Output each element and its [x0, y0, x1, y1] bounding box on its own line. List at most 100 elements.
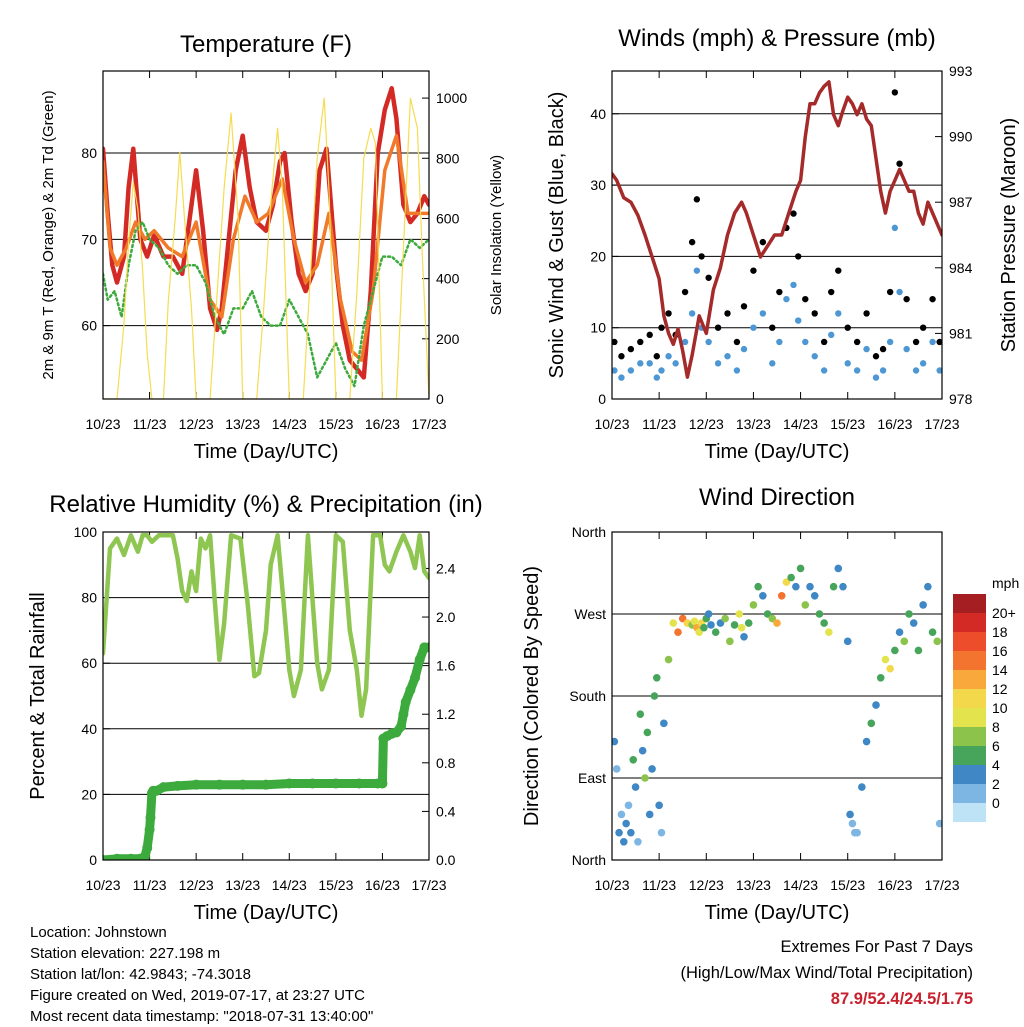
series-point: [145, 812, 156, 823]
chart-title: Wind Direction: [699, 484, 855, 511]
y-right-tick-label: 0.4: [436, 803, 456, 819]
direction-point: [796, 564, 805, 573]
direction-point: [891, 646, 899, 655]
x-tick-label: 11/23: [133, 416, 167, 432]
y-right-tick-label: 2.0: [436, 609, 456, 625]
colorbar-label: 4: [992, 757, 1000, 773]
series-point: [191, 779, 202, 790]
x-tick-label: 17/23: [924, 416, 959, 432]
direction-point: [612, 737, 619, 746]
x-tick-label: 10/23: [594, 416, 629, 432]
colorbar-swatch: [953, 632, 986, 651]
plot-frame: [611, 531, 943, 861]
direction-point: [754, 582, 762, 591]
y-tick-label: West: [574, 606, 606, 622]
direction-point: [711, 628, 720, 637]
series-line: [103, 533, 429, 718]
series-point: [820, 367, 828, 374]
series-point: [919, 360, 927, 367]
direction-point: [905, 610, 913, 618]
direction-point: [862, 737, 871, 746]
direction-point: [801, 601, 810, 609]
series-point: [237, 779, 248, 790]
direction-point: [730, 621, 739, 629]
x-tick-label: 13/23: [736, 416, 771, 432]
series-point: [688, 310, 696, 317]
series-point: [802, 295, 809, 303]
direction-point: [829, 582, 838, 591]
direction-point: [810, 591, 819, 600]
series-point: [769, 324, 776, 331]
y-tick-label: 20: [590, 248, 606, 264]
colorbar-swatch: [953, 746, 986, 765]
x-tick-label: 16/23: [365, 877, 400, 893]
latlon-text: Station lat/lon: 42.9843; -74.3018: [30, 966, 252, 983]
series-point: [733, 367, 741, 374]
direction-point: [638, 746, 647, 755]
x-tick-label: 12/23: [689, 416, 724, 432]
series-point: [627, 367, 635, 374]
series-point: [627, 345, 635, 353]
y-right-tick-label: 993: [949, 63, 973, 79]
y-tick-label: 0: [598, 391, 606, 407]
series-point: [903, 345, 910, 353]
direction-point: [612, 765, 621, 773]
direction-point: [848, 819, 857, 828]
series-point: [844, 324, 851, 331]
series-point: [740, 345, 748, 353]
series-point: [330, 778, 341, 789]
series-point: [405, 684, 416, 695]
direction-point: [650, 692, 659, 700]
x-tick-label: 16/23: [877, 416, 912, 432]
y-tick-label: North: [572, 852, 606, 868]
series-point: [354, 778, 365, 789]
y-tick-label: 60: [81, 318, 97, 334]
direction-point: [759, 591, 767, 600]
colorbar-label: 6: [992, 738, 1000, 754]
series-point: [835, 267, 842, 274]
series-point: [929, 338, 936, 346]
colorbar-swatch: [953, 784, 986, 803]
direction-point: [895, 628, 904, 637]
series-point: [724, 310, 731, 317]
series-point: [658, 324, 665, 331]
colorbar-label: 8: [992, 719, 1000, 735]
direction-point: [636, 710, 645, 719]
y-right-tick-label: 990: [949, 129, 973, 145]
direction-point: [674, 628, 682, 637]
series-point: [863, 345, 870, 353]
direction-point: [716, 619, 725, 627]
direction-point: [678, 614, 687, 623]
direction-point: [867, 719, 876, 728]
x-tick-label: 15/23: [830, 416, 865, 432]
direction-point: [622, 819, 630, 828]
x-tick-label: 15/23: [318, 416, 353, 432]
direction-point: [876, 673, 885, 682]
direction-point: [704, 610, 713, 618]
series-point: [936, 338, 942, 346]
y-tick-label: North: [572, 524, 606, 540]
chart-panel-0: Temperature (F) Time (Day/UTC) 2m & 9m T (…: [40, 31, 505, 463]
colorbar-label: 20+: [992, 605, 1016, 621]
direction-point: [900, 637, 909, 646]
series-point: [769, 360, 776, 367]
recent-data-text: Most recent data timestamp: "2018-07-31 …: [30, 1008, 374, 1025]
y-tick-label: 0: [89, 852, 97, 868]
series-point: [261, 779, 271, 790]
x-tick-label: 17/23: [411, 877, 446, 893]
colorbar-swatch: [953, 594, 986, 613]
x-tick-label: 14/23: [272, 877, 307, 893]
elevation-text: Station elevation: 227.198 m: [30, 945, 221, 962]
x-tick-label: 11/23: [642, 877, 676, 893]
series-point: [835, 310, 842, 317]
series-point: [896, 288, 903, 296]
direction-point: [737, 623, 746, 632]
direction-point: [744, 619, 753, 627]
x-tick-label: 15/23: [318, 877, 353, 893]
x-tick-label: 12/23: [689, 877, 724, 893]
direction-point: [777, 591, 786, 600]
direction-point: [655, 801, 663, 810]
series-point: [414, 654, 425, 665]
direction-point: [695, 628, 704, 637]
series-point: [740, 303, 748, 310]
